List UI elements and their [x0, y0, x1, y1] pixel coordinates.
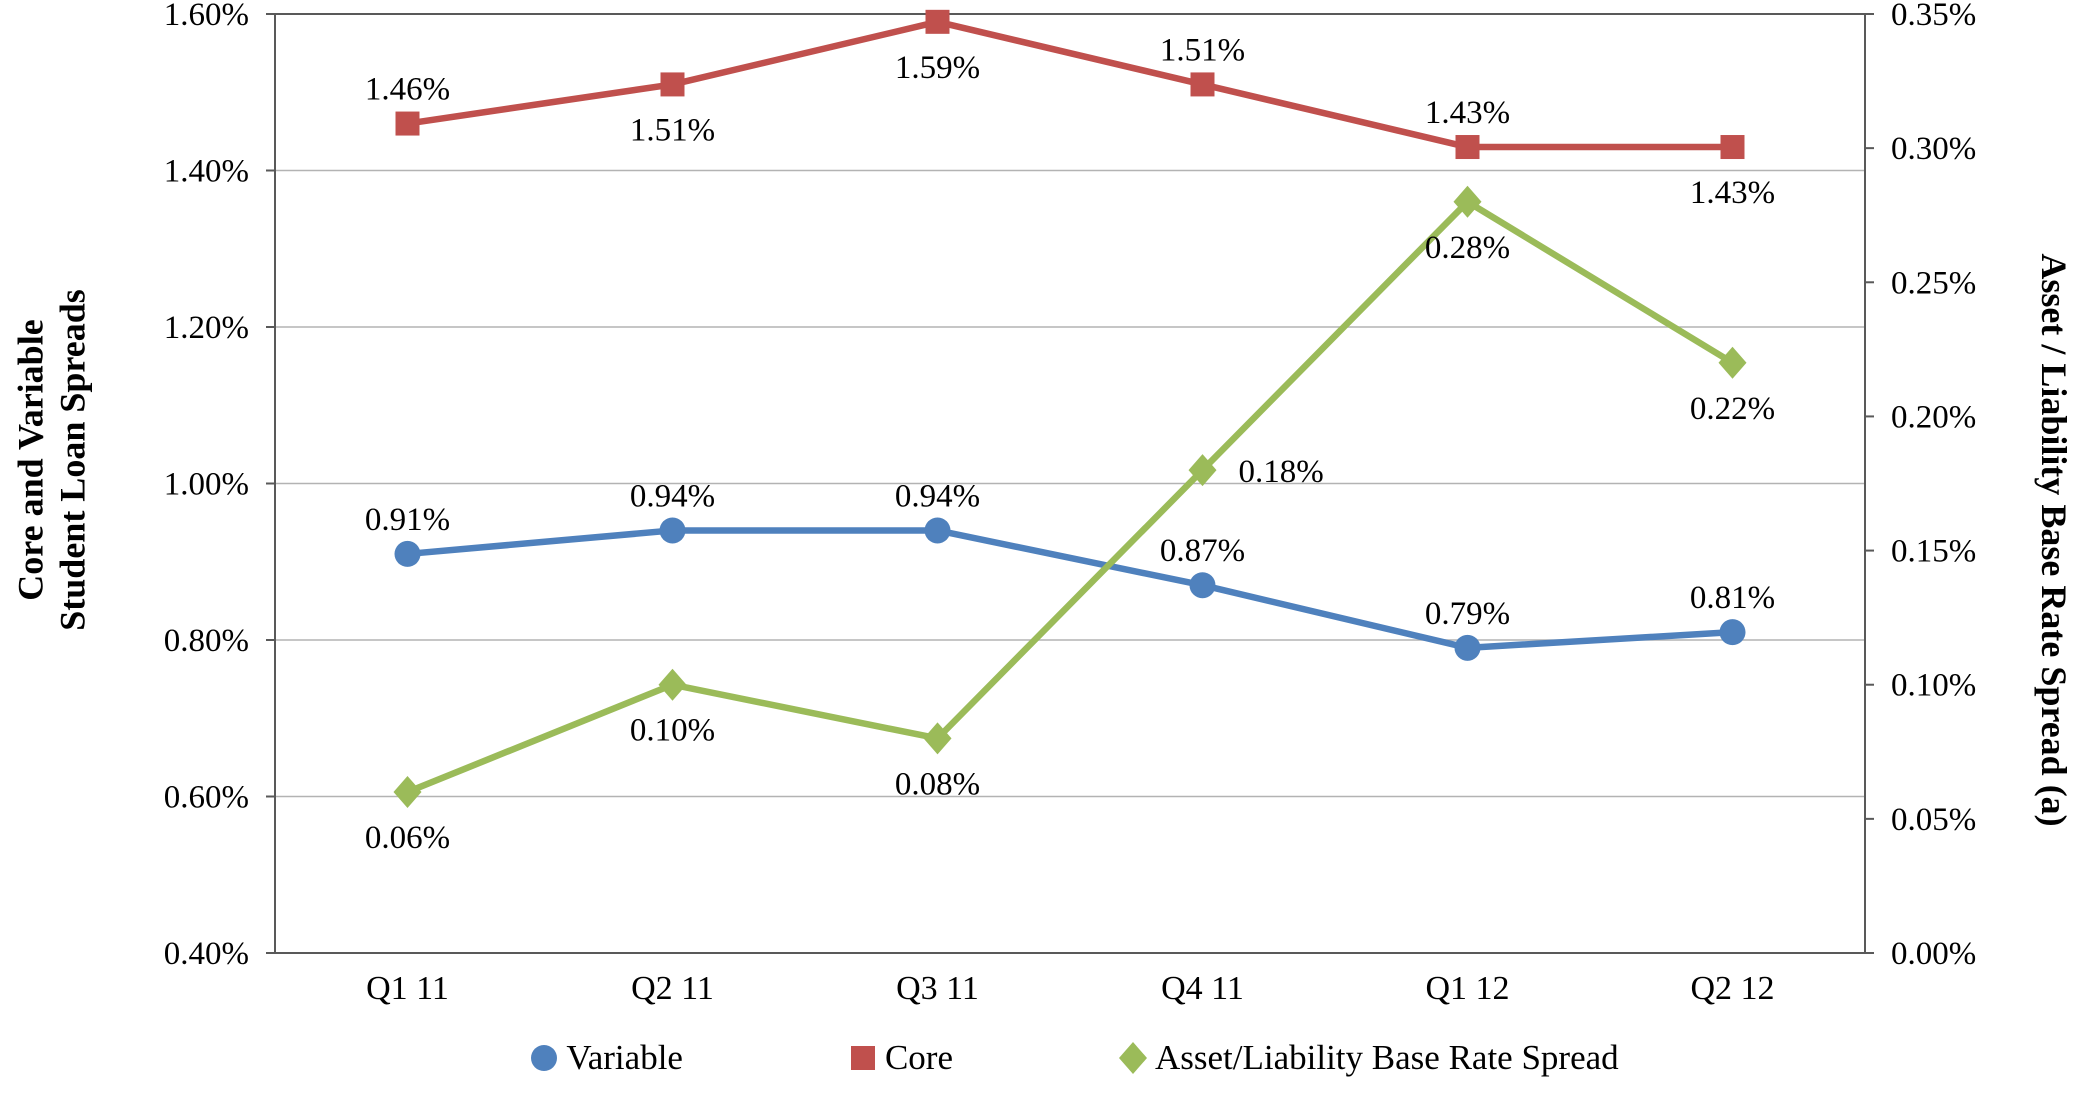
data-point-marker: [1188, 454, 1217, 487]
data-point-marker: [394, 540, 421, 567]
left-tick-label: 1.20%: [164, 310, 249, 346]
core-series-marker-icon: [850, 1046, 875, 1070]
data-point-label: 0.08%: [895, 766, 980, 802]
series-line-1: [404, 18, 1736, 151]
left-axis-title-line1: Core and Variable: [10, 319, 51, 601]
x-axis-label: Q2 12: [1690, 970, 1774, 1007]
x-axis-label: Q4 11: [1161, 970, 1244, 1007]
data-point-label: 1.51%: [1160, 32, 1245, 68]
data-point-marker: [1189, 572, 1216, 599]
data-point-label: 1.43%: [1690, 175, 1775, 211]
right-tick-label: 0.05%: [1891, 802, 1976, 838]
data-point-label: 1.59%: [895, 50, 980, 86]
data-point-marker: [1453, 185, 1482, 218]
data-point-marker: [531, 1045, 558, 1071]
left-tick-label: 1.40%: [164, 154, 249, 190]
data-point-marker: [1720, 135, 1745, 160]
legend-label-variable: Variable: [566, 1038, 683, 1077]
asset-liability-series-marker-icon: [1119, 1042, 1147, 1074]
data-point-label: 1.46%: [365, 72, 450, 108]
left-tick-label: 0.40%: [164, 936, 249, 972]
data-point-marker: [1190, 72, 1215, 97]
left-tick-label: 1.60%: [164, 0, 249, 33]
legend-item-variable: Variable: [524, 1038, 683, 1078]
legend-item-asset-liability: Asset/Liability Base Rate Spread: [1113, 1038, 1619, 1078]
x-axis-label: Q3 11: [896, 970, 979, 1007]
right-tick-label: 0.30%: [1891, 131, 1976, 167]
right-tick-label: 0.25%: [1891, 265, 1976, 301]
legend-label-core: Core: [884, 1038, 953, 1077]
data-point-label: 0.87%: [1160, 533, 1245, 569]
data-point-marker: [1719, 619, 1746, 646]
left-tick-label: 0.80%: [164, 623, 249, 659]
data-point-label: 0.81%: [1690, 580, 1775, 616]
variable-series-marker-icon: [531, 1045, 558, 1071]
right-tick-label: 0.00%: [1891, 936, 1976, 972]
data-point-marker: [1454, 634, 1481, 661]
right-tick-label: 0.35%: [1891, 0, 1976, 33]
data-point-label: 1.43%: [1425, 95, 1510, 131]
data-point-marker: [1455, 135, 1480, 160]
legend-label-asset-liability: Asset/Liability Base Rate Spread: [1155, 1038, 1619, 1077]
data-point-label: 0.06%: [365, 820, 450, 856]
right-tick-label: 0.20%: [1891, 399, 1976, 435]
series-line-0: [404, 527, 1736, 652]
data-point-label: 1.51%: [630, 112, 715, 148]
right-tick-label: 0.15%: [1891, 534, 1976, 570]
x-axis-label: Q1 12: [1425, 970, 1509, 1007]
legend-item-core: Core: [843, 1038, 953, 1078]
data-point-label: 0.28%: [1425, 230, 1510, 266]
data-point-marker: [660, 72, 685, 97]
data-point-label: 0.22%: [1690, 391, 1775, 427]
data-point-label: 0.10%: [630, 713, 715, 749]
left-axis-title-line2: Student Loan Spreads: [53, 289, 93, 631]
data-point-marker: [923, 722, 952, 755]
data-point-label: 0.79%: [1425, 596, 1510, 632]
data-point-label: 0.94%: [630, 478, 715, 514]
data-point-marker: [658, 668, 687, 701]
x-axis-label: Q2 11: [631, 970, 714, 1007]
data-point-marker: [393, 776, 422, 809]
data-point-marker: [925, 9, 950, 34]
left-tick-label: 1.00%: [164, 467, 249, 503]
data-point-marker: [1718, 346, 1747, 379]
right-axis-title: Asset / Liability Base Rate Spread (a): [2034, 253, 2074, 827]
data-point-label: 0.18%: [1239, 454, 1324, 490]
data-point-marker: [659, 517, 686, 544]
legend: Variable Core Asset/Liability Base Rate …: [275, 1038, 1868, 1078]
data-point-label: 0.91%: [365, 502, 450, 538]
data-point-marker: [1119, 1042, 1147, 1074]
data-point-marker: [395, 111, 420, 136]
series-line-2: [404, 198, 1736, 796]
left-axis-title: Core and Variable Student Loan Spreads: [10, 289, 95, 630]
data-point-marker: [850, 1046, 875, 1070]
data-point-label: 0.94%: [895, 478, 980, 514]
left-tick-label: 0.60%: [164, 780, 249, 816]
right-tick-label: 0.10%: [1891, 668, 1976, 704]
data-point-marker: [924, 517, 951, 544]
x-axis-label: Q1 11: [366, 970, 449, 1007]
